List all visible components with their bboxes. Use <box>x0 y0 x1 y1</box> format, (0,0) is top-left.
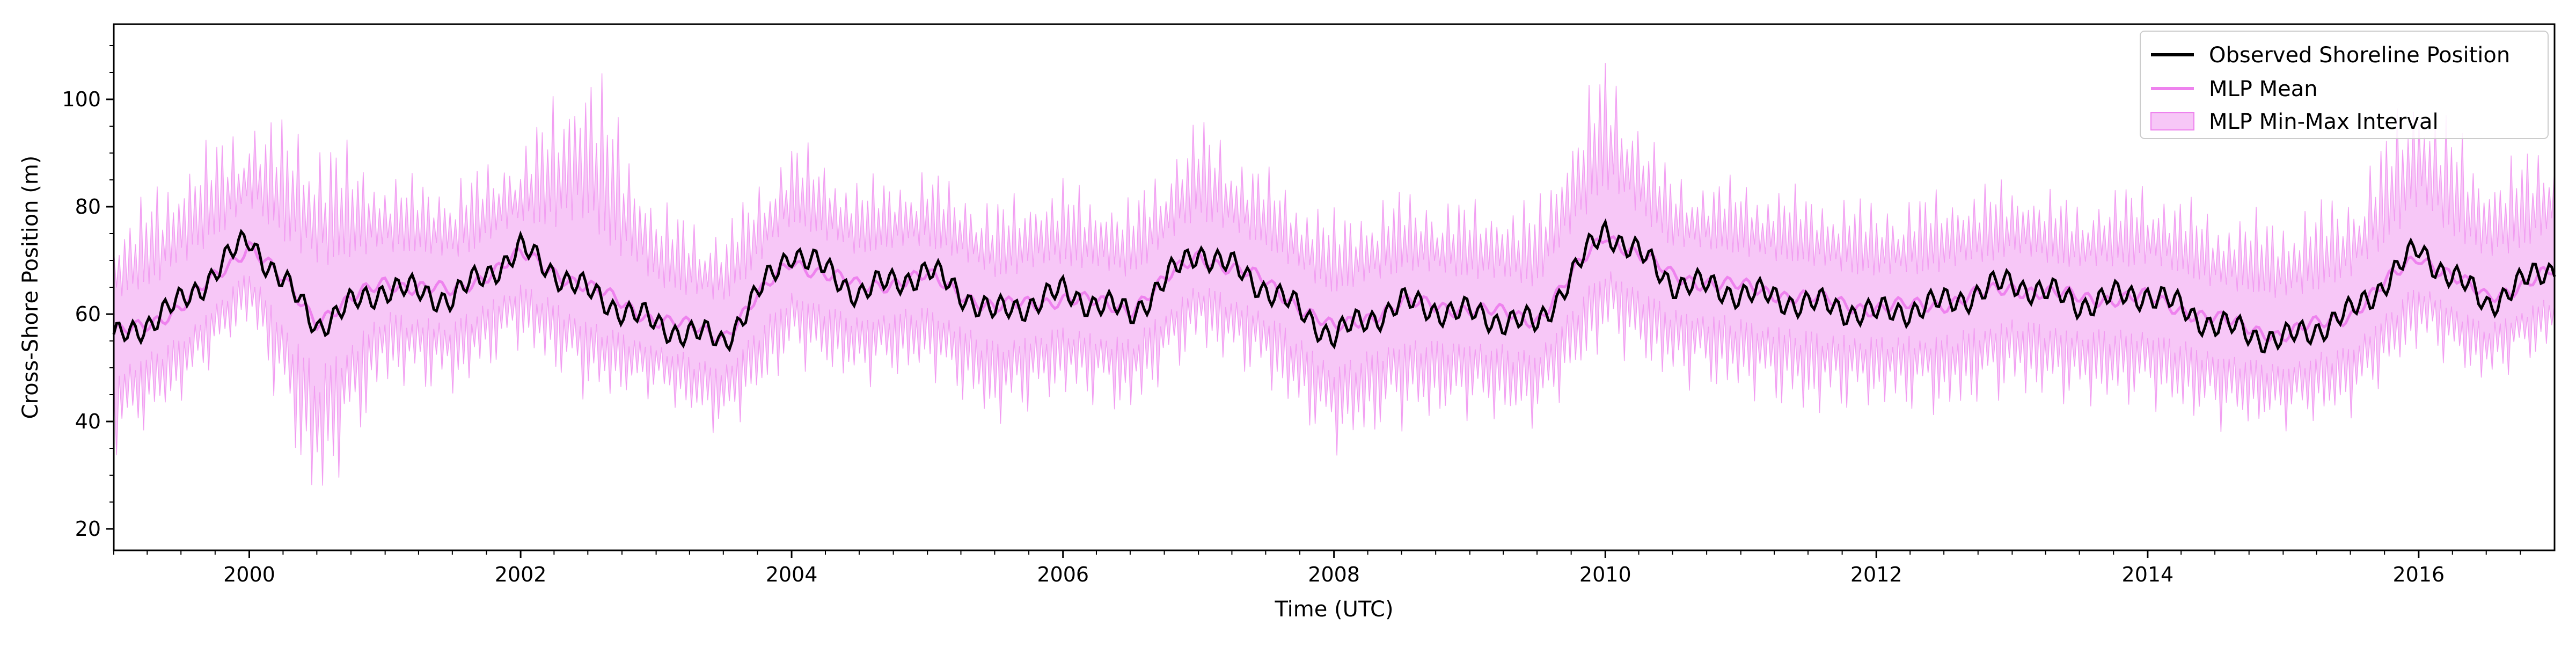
x-tick-label: 2000 <box>223 563 275 586</box>
x-tick-label: 2014 <box>2122 563 2174 586</box>
x-axis-title: Time (UTC) <box>1274 597 1393 622</box>
x-tick-label: 2002 <box>495 563 547 586</box>
y-tick-label: 80 <box>75 195 101 219</box>
legend-swatch-mlp-interval <box>2150 112 2194 130</box>
y-tick-label: 40 <box>75 410 101 433</box>
x-tick-label: 2010 <box>1579 563 1631 586</box>
legend-label-observed: Observed Shoreline Position <box>2209 43 2510 68</box>
y-tick-label: 20 <box>75 517 101 541</box>
x-tick-label: 2006 <box>1037 563 1089 586</box>
legend-box <box>2140 31 2549 139</box>
x-tick-label: 2016 <box>2392 563 2445 586</box>
y-tick-label: 60 <box>75 302 101 326</box>
y-axis-title: Cross-Shore Position (m) <box>18 156 43 419</box>
legend: Observed Shoreline Position MLP Mean MLP… <box>2140 31 2549 139</box>
x-tick-label: 2012 <box>1850 563 1902 586</box>
y-tick-label: 100 <box>62 88 101 111</box>
x-tick-label: 2008 <box>1308 563 1360 586</box>
legend-label-mlp-mean: MLP Mean <box>2209 77 2318 101</box>
series-observed-line <box>112 218 2556 354</box>
axes: 20 40 60 80 100 2000 2002 2004 2006 2008 2010 2012 2… <box>62 23 2556 586</box>
legend-label-mlp-interval: MLP Min-Max Interval <box>2209 110 2439 134</box>
x-tick-label: 2004 <box>766 563 818 586</box>
